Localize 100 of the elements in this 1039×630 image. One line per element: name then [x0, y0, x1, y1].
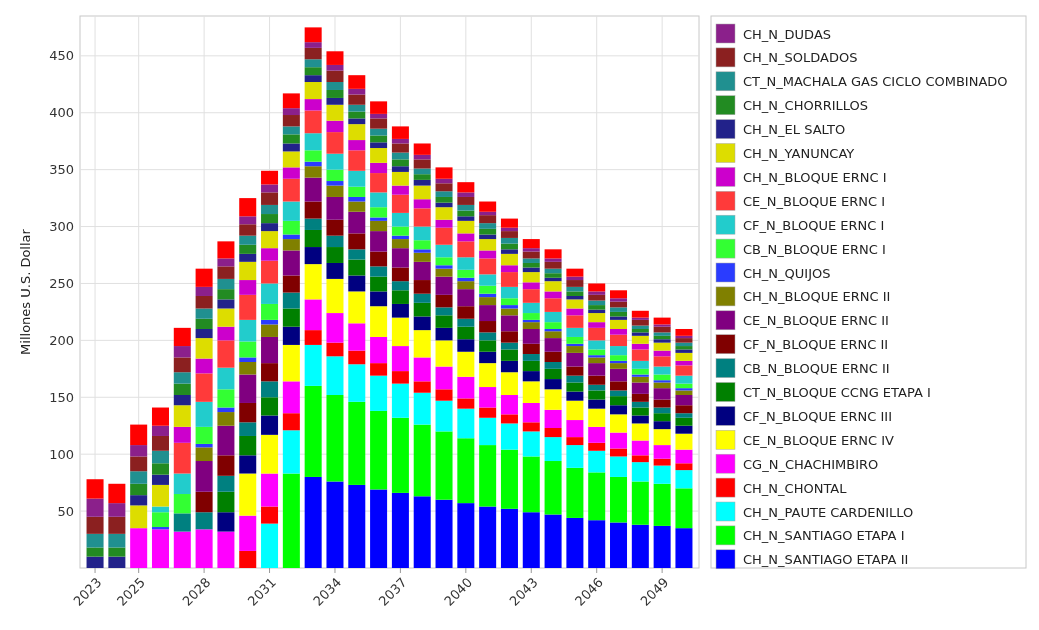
- bar: [413, 330, 431, 358]
- bar: [304, 75, 322, 83]
- bar: [326, 235, 344, 248]
- bar: [304, 150, 322, 162]
- bar: [348, 140, 366, 151]
- bar: [370, 363, 388, 376]
- bar: [326, 196, 344, 220]
- bar: [304, 82, 322, 100]
- bar: [588, 291, 606, 295]
- bar: [370, 142, 388, 149]
- bar: [326, 181, 344, 186]
- bar: [457, 326, 475, 340]
- bar: [326, 132, 344, 154]
- bar: [130, 445, 148, 457]
- bar: [566, 299, 584, 309]
- bar: [348, 94, 366, 105]
- bar: [653, 421, 671, 430]
- bar: [435, 191, 453, 197]
- bar: [544, 258, 562, 262]
- bar: [370, 192, 388, 208]
- bar: [261, 260, 279, 284]
- bar: [239, 374, 257, 403]
- bar: [435, 315, 453, 328]
- bar: [479, 223, 497, 229]
- bar: [86, 479, 104, 499]
- bar: [304, 218, 322, 230]
- bar: [108, 547, 126, 557]
- bar: [435, 244, 453, 258]
- legend-label: CH_N_SOLDADOS: [743, 50, 858, 66]
- bar: [348, 401, 366, 485]
- bar: [457, 351, 475, 377]
- bar: [370, 251, 388, 267]
- bar: [675, 328, 693, 336]
- bar: [435, 499, 453, 568]
- bar: [326, 64, 344, 71]
- bar: [522, 239, 540, 249]
- bar: [348, 259, 366, 276]
- bar: [348, 201, 366, 212]
- legend-label: CH_N_SANTIAGO ETAPA I: [743, 528, 905, 544]
- bar: [304, 110, 322, 134]
- bar: [479, 305, 497, 322]
- bar: [610, 363, 628, 369]
- bar: [370, 148, 388, 163]
- bar: [195, 328, 213, 339]
- bar: [130, 483, 148, 496]
- bar: [195, 426, 213, 444]
- bar: [479, 387, 497, 408]
- bar: [544, 461, 562, 515]
- bar: [239, 235, 257, 245]
- bar: [522, 322, 540, 329]
- bar: [326, 120, 344, 133]
- bar: [391, 159, 409, 167]
- bar: [413, 302, 431, 317]
- bar: [370, 489, 388, 568]
- bar: [610, 390, 628, 397]
- bar: [370, 336, 388, 364]
- bar: [239, 280, 257, 295]
- bar: [217, 326, 235, 341]
- bar: [675, 352, 693, 361]
- bar: [282, 239, 300, 251]
- bar: [544, 514, 562, 568]
- bar: [500, 372, 518, 395]
- bar: [653, 483, 671, 526]
- bar: [282, 275, 300, 293]
- bar: [522, 431, 540, 457]
- bar: [544, 437, 562, 462]
- bar: [566, 346, 584, 353]
- bar: [544, 428, 562, 438]
- bar: [566, 517, 584, 568]
- bar: [544, 368, 562, 380]
- bar: [653, 356, 671, 367]
- bar: [631, 481, 649, 525]
- bar: [675, 413, 693, 418]
- bar: [304, 385, 322, 477]
- bar: [173, 346, 191, 358]
- bar: [348, 186, 366, 197]
- bar: [522, 422, 540, 432]
- bar: [566, 400, 584, 421]
- bar: [195, 338, 213, 359]
- bar: [631, 462, 649, 482]
- legend-label: CB_N_BLOQUE ERNC I: [743, 241, 886, 257]
- bar: [282, 430, 300, 474]
- bar: [500, 237, 518, 244]
- bar: [653, 324, 671, 327]
- bar: [544, 322, 562, 329]
- bar: [173, 395, 191, 406]
- bar: [304, 27, 322, 43]
- bar: [173, 327, 191, 347]
- bar: [261, 283, 279, 304]
- bar: [522, 282, 540, 290]
- bar: [391, 303, 409, 318]
- bar: [326, 104, 344, 121]
- bar: [479, 274, 497, 286]
- bar: [479, 285, 497, 294]
- bar: [500, 218, 518, 228]
- bar: [588, 327, 606, 341]
- bar: [675, 395, 693, 406]
- bar: [217, 266, 235, 279]
- bar: [413, 159, 431, 169]
- bar: [435, 219, 453, 228]
